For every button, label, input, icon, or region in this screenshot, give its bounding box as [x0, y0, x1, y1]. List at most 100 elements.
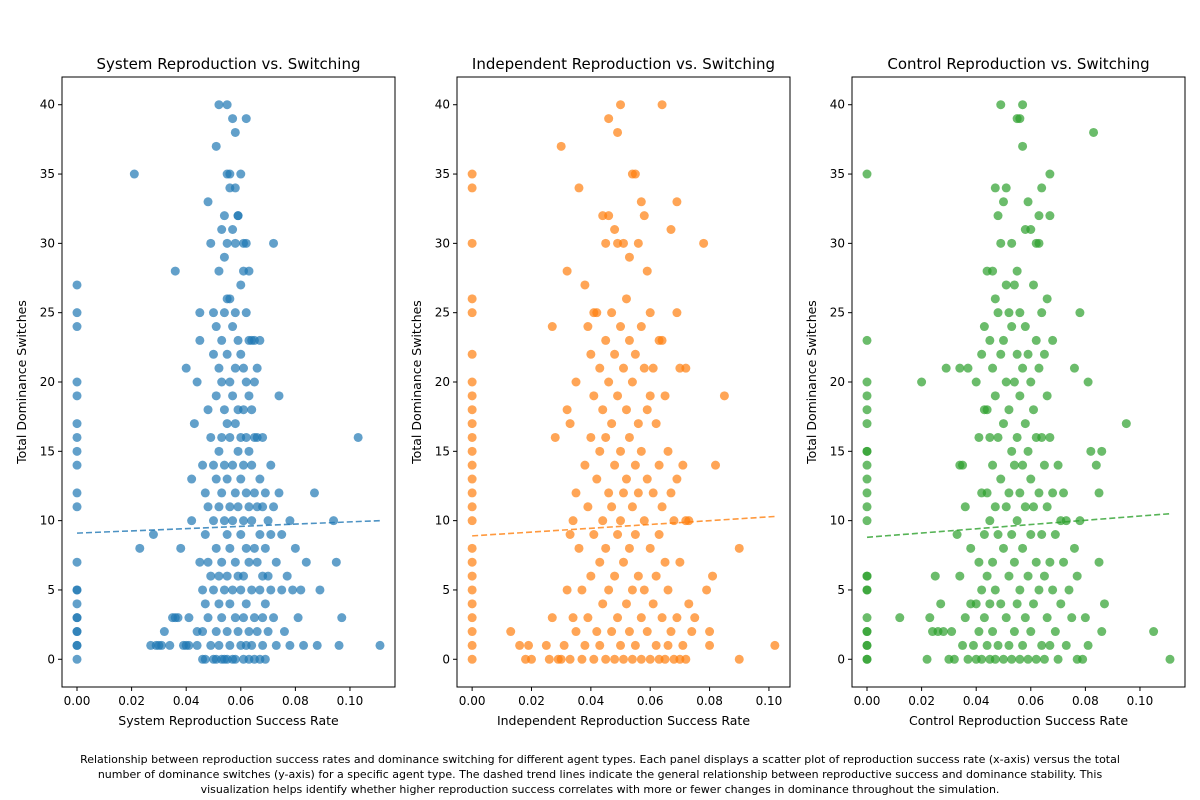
- point-system-60: [203, 502, 213, 512]
- point-system-144: [233, 335, 243, 345]
- point-system-112: [222, 571, 232, 581]
- y-axis-label-independent: Total Dominance Switches: [409, 300, 424, 465]
- point-control-124: [1012, 516, 1022, 526]
- point-independent-128: [630, 349, 640, 359]
- point-independent-59: [583, 502, 593, 512]
- point-independent-194: [699, 238, 709, 248]
- y-tick-label-system-0: 0: [47, 652, 55, 666]
- point-system-200: [252, 557, 262, 567]
- point-independent-21: [467, 308, 477, 318]
- point-system-203: [255, 474, 265, 484]
- point-system-246: [334, 640, 344, 650]
- point-system-234: [285, 640, 295, 650]
- point-independent-155: [648, 599, 658, 609]
- x-axis-label-control: Control Reproduction Success Rate: [909, 713, 1128, 728]
- point-system-156: [236, 585, 246, 595]
- y-tick-label-control-3: 15: [830, 444, 845, 458]
- point-control-96: [998, 335, 1008, 345]
- point-control-25: [917, 377, 927, 387]
- point-control-144: [1023, 349, 1033, 359]
- point-system-4: [72, 627, 82, 637]
- point-system-185: [247, 405, 257, 415]
- point-control-154: [1029, 405, 1039, 415]
- point-independent-170: [663, 446, 673, 456]
- point-control-17: [862, 446, 872, 456]
- point-control-128: [1015, 391, 1025, 401]
- point-system-164: [239, 571, 249, 581]
- point-control-200: [1069, 363, 1079, 373]
- point-independent-79: [601, 238, 611, 248]
- point-independent-165: [657, 502, 667, 512]
- y-tick-label-control-0: 0: [837, 652, 845, 666]
- point-independent-71: [595, 363, 605, 373]
- x-tick-label-independent-4: 0.08: [696, 694, 723, 708]
- point-control-98: [998, 543, 1008, 553]
- point-system-70: [208, 460, 218, 470]
- point-independent-93: [610, 225, 620, 234]
- point-system-171: [241, 432, 251, 442]
- point-control-193: [1056, 599, 1066, 609]
- point-independent-17: [467, 405, 477, 415]
- x-tick-label-independent-5: 0.10: [756, 694, 783, 708]
- point-independent-54: [577, 654, 587, 664]
- point-independent-160: [654, 460, 664, 470]
- point-system-61: [203, 557, 213, 567]
- point-control-109: [1004, 640, 1014, 650]
- point-control-29: [930, 571, 940, 581]
- point-system-224: [269, 613, 279, 623]
- point-control-211: [1089, 127, 1099, 137]
- point-control-164: [1034, 363, 1044, 373]
- y-tick-label-system-8: 40: [40, 98, 55, 112]
- point-independent-103: [616, 100, 626, 110]
- point-control-67: [982, 571, 992, 581]
- point-independent-51: [574, 183, 584, 193]
- point-independent-4: [467, 599, 477, 609]
- point-independent-185: [678, 460, 688, 470]
- point-system-174: [241, 599, 251, 609]
- point-system-150: [236, 169, 246, 179]
- point-system-193: [249, 488, 259, 498]
- point-independent-42: [562, 585, 572, 595]
- point-system-154: [236, 474, 246, 484]
- point-control-167: [1037, 183, 1047, 193]
- point-control-131: [1015, 654, 1025, 664]
- point-system-137: [230, 419, 240, 429]
- point-independent-44: [565, 530, 575, 539]
- point-system-53: [198, 627, 208, 637]
- point-control-115: [1009, 280, 1019, 290]
- point-system-28: [157, 640, 167, 650]
- point-independent-38: [556, 654, 566, 664]
- point-independent-81: [601, 432, 611, 442]
- point-system-20: [72, 308, 82, 318]
- point-control-153: [1029, 280, 1039, 290]
- y-tick-label-independent-6: 30: [435, 236, 450, 250]
- x-tick-label-system-5: 0.10: [337, 694, 364, 708]
- point-system-12: [72, 488, 82, 498]
- point-control-119: [1009, 627, 1019, 637]
- point-system-235: [288, 585, 298, 595]
- point-control-102: [1001, 377, 1011, 387]
- point-independent-77: [598, 516, 608, 526]
- point-independent-133: [633, 419, 643, 429]
- panel-control: 0.00 0.02 0.04 0.06 0.08 0.10 0 5 10 15 20 25 30 35 40…: [804, 55, 1186, 728]
- point-independent-72: [595, 446, 605, 456]
- point-control-220: [1165, 654, 1175, 664]
- point-control-50: [971, 377, 981, 387]
- point-independent-31: [541, 640, 551, 650]
- point-control-53: [974, 432, 984, 442]
- point-independent-141: [639, 211, 649, 221]
- point-independent-129: [630, 460, 640, 470]
- point-system-58: [203, 197, 213, 207]
- point-system-217: [263, 571, 273, 581]
- point-control-151: [1026, 530, 1036, 539]
- point-control-89: [993, 640, 1003, 650]
- point-independent-167: [660, 391, 670, 401]
- point-independent-180: [672, 474, 682, 484]
- point-control-150: [1026, 474, 1036, 484]
- point-system-99: [219, 516, 229, 526]
- point-system-213: [260, 543, 270, 553]
- point-control-82: [990, 502, 1000, 512]
- point-control-191: [1053, 654, 1063, 664]
- point-control-68: [982, 640, 992, 650]
- point-independent-143: [639, 516, 649, 526]
